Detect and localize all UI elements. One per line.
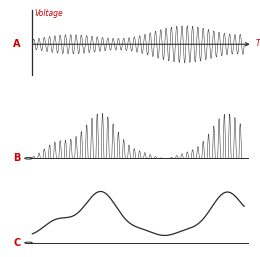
Text: Time: Time: [256, 39, 260, 48]
Text: B: B: [13, 153, 21, 163]
Text: A: A: [13, 39, 21, 49]
Text: C: C: [14, 238, 21, 248]
Text: Voltage: Voltage: [35, 9, 63, 18]
